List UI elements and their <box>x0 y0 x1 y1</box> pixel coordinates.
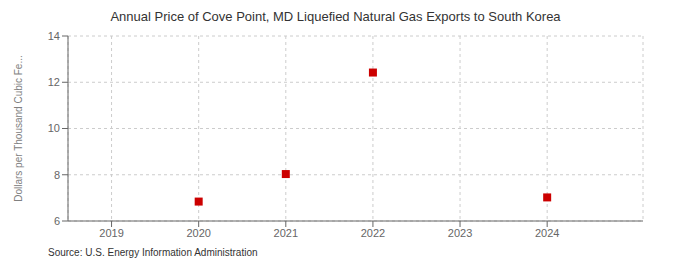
svg-text:12: 12 <box>48 76 60 88</box>
svg-text:2023: 2023 <box>448 227 472 239</box>
svg-text:6: 6 <box>54 215 60 227</box>
html-text:Annual Price of Cove Point, MD: Annual Price of Cove Point, MD Liquefied… <box>110 9 561 24</box>
html-text:Source: U.S. Energy Informatio: Source: U.S. Energy Information Administ… <box>48 247 258 258</box>
svg-text:2022: 2022 <box>361 227 385 239</box>
svg-text:2021: 2021 <box>274 227 298 239</box>
svg-text:Dollars per Thousand Cubic Fe.: Dollars per Thousand Cubic Fe... <box>13 55 24 202</box>
svg-text:2024: 2024 <box>535 227 559 239</box>
svg-text:8: 8 <box>54 169 60 181</box>
svg-text:10: 10 <box>48 122 60 134</box>
svg-text:14: 14 <box>48 30 60 42</box>
svg-text:2019: 2019 <box>99 227 123 239</box>
svg-text:2020: 2020 <box>186 227 210 239</box>
